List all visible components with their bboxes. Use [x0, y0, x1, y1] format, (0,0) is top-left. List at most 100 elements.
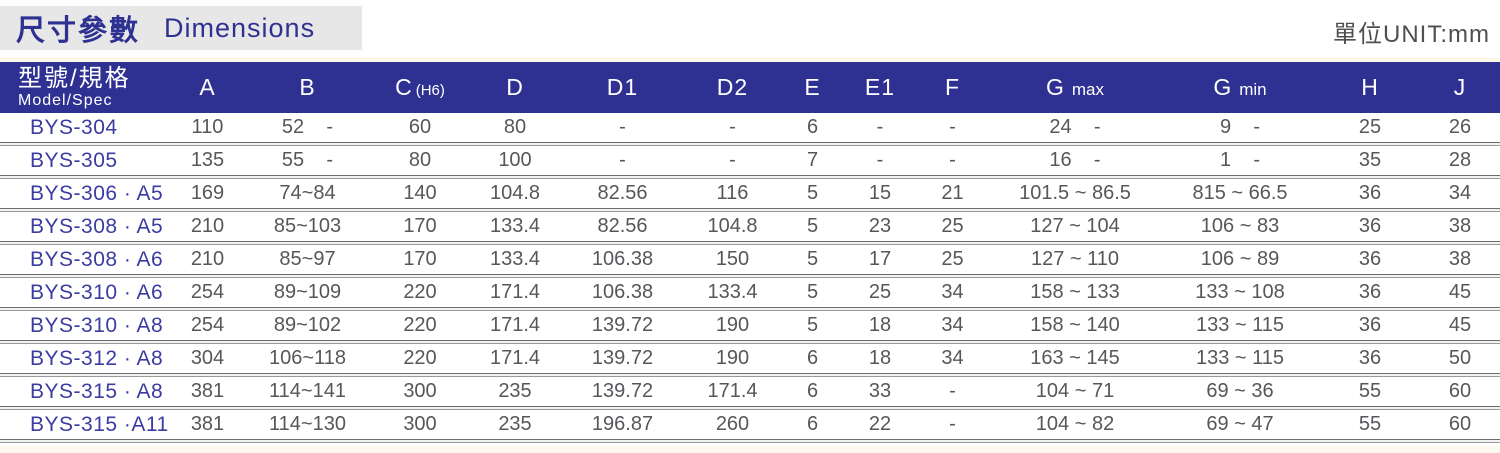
- value-cell: 34: [1448, 182, 1472, 204]
- value-cell: 220: [403, 281, 437, 303]
- row-divider: [0, 241, 1500, 245]
- value-cell: 15: [868, 182, 892, 204]
- value-cell: -: [949, 116, 956, 138]
- table-row: BYS-310 · A8 254 89~102 220 171.4 139.72 190 5 1…: [0, 311, 1500, 340]
- value-cell: 106 ~ 89: [1200, 248, 1280, 270]
- value-cell: 106.38: [591, 248, 654, 270]
- value-cell: 171.4: [489, 347, 541, 369]
- col-header-j: J: [1453, 74, 1467, 100]
- value-cell: 381: [190, 413, 225, 435]
- value-cell: 158 ~ 140: [1030, 314, 1120, 336]
- value-cell: 35: [1358, 149, 1382, 171]
- col-header-model-sub: Model/Spec: [18, 92, 113, 109]
- value-cell: 300: [403, 380, 437, 402]
- table-row: BYS-305 135 55 - 80 100 - - 7 - - 16 - 1 - 35 28: [0, 146, 1500, 175]
- model-cell: BYS-310 · A8: [30, 313, 164, 337]
- value-cell: 815 ~ 66.5: [1192, 182, 1288, 204]
- value-cell: 114~130: [269, 413, 346, 435]
- value-cell: 139.72: [591, 347, 654, 369]
- col-header-h: H: [1361, 74, 1379, 100]
- value-cell: 6: [806, 116, 819, 138]
- value-cell: -: [876, 116, 884, 138]
- value-cell: 171.4: [707, 380, 758, 402]
- value-cell: 6: [806, 380, 819, 402]
- value-cell: -: [876, 149, 884, 171]
- table-header-row: 型號/規格 Model/Spec A B C (H6) D D1 D2 E E1 …: [0, 62, 1500, 113]
- value-cell: 235: [498, 413, 532, 435]
- value-cell: 133 ~ 108: [1195, 281, 1285, 303]
- value-cell: 36: [1358, 347, 1382, 369]
- col-header-e1: E1: [864, 74, 896, 100]
- value-cell: 300: [403, 413, 437, 435]
- value-cell: 28: [1448, 149, 1472, 171]
- col-header-d2: D2: [716, 74, 749, 100]
- value-cell: 55: [1358, 413, 1382, 435]
- row-divider: [0, 439, 1500, 443]
- model-cell: BYS-315 · A8: [30, 379, 164, 403]
- value-cell: 139.72: [591, 314, 654, 336]
- value-cell: 5: [806, 281, 819, 303]
- model-cell: BYS-310 · A6: [30, 280, 164, 304]
- value-cell: 100: [498, 149, 532, 171]
- col-header-d: D: [506, 74, 524, 100]
- row-divider: [0, 373, 1500, 377]
- value-cell: -: [729, 116, 736, 138]
- value-cell: 163 ~ 145: [1030, 347, 1120, 369]
- value-cell: 127 ~ 110: [1030, 248, 1120, 270]
- value-cell: 34: [941, 314, 964, 336]
- value-cell: 23: [868, 215, 892, 237]
- value-cell: 1 -: [1219, 149, 1260, 171]
- row-divider: [0, 340, 1500, 344]
- value-cell: 60: [1448, 413, 1472, 435]
- col-header-model-main: 型號/規格: [18, 65, 131, 92]
- value-cell: 25: [1358, 116, 1382, 138]
- value-cell: 82.56: [597, 215, 648, 237]
- value-cell: 80: [503, 116, 527, 138]
- value-cell: 127 ~ 104: [1030, 215, 1120, 237]
- value-cell: 18: [868, 314, 892, 336]
- value-cell: 80: [408, 149, 432, 171]
- value-cell: 171.4: [489, 314, 541, 336]
- row-divider: [0, 307, 1500, 311]
- value-cell: 89~109: [273, 281, 342, 303]
- table-row: BYS-315 ·A11 381 114~130 300 235 196.87 260 6 22…: [0, 410, 1500, 439]
- value-cell: 210: [190, 215, 225, 237]
- col-header-model: 型號/規格 Model/Spec: [0, 62, 170, 113]
- value-cell: 36: [1358, 215, 1382, 237]
- col-header-a: A: [199, 74, 216, 100]
- row-divider: [0, 406, 1500, 410]
- value-cell: 140: [403, 182, 437, 204]
- value-cell: 7: [806, 149, 819, 171]
- value-cell: 25: [941, 215, 964, 237]
- value-cell: 45: [1448, 281, 1472, 303]
- value-cell: 36: [1358, 281, 1382, 303]
- value-cell: 104 ~ 71: [1035, 380, 1115, 402]
- page-title-zh: 尺寸參數: [16, 15, 141, 47]
- col-header-f: F: [944, 74, 961, 100]
- value-cell: 133 ~ 115: [1195, 314, 1285, 336]
- value-cell: -: [949, 149, 956, 171]
- col-header-c: C (H6): [395, 74, 445, 100]
- value-cell: 5: [806, 182, 819, 204]
- value-cell: 34: [941, 347, 964, 369]
- value-cell: 135: [190, 149, 225, 171]
- value-cell: 82.56: [597, 182, 648, 204]
- value-cell: 171.4: [489, 281, 541, 303]
- value-cell: 6: [806, 413, 819, 435]
- value-cell: 9 -: [1219, 116, 1260, 138]
- value-cell: 114~141: [269, 380, 346, 402]
- dimensions-table: 型號/規格 Model/Spec A B C (H6) D D1 D2 E E1 …: [0, 58, 1500, 443]
- value-cell: 60: [408, 116, 432, 138]
- value-cell: -: [729, 149, 736, 171]
- value-cell: 18: [868, 347, 892, 369]
- table-row: BYS-304 110 52 - 60 80 - - 6 - - 24 - 9 - 25 26: [0, 113, 1500, 142]
- value-cell: 85~97: [279, 248, 336, 270]
- value-cell: 170: [403, 215, 437, 237]
- value-cell: 104.8: [489, 182, 541, 204]
- col-header-e: E: [804, 74, 821, 100]
- table-row: BYS-312 · A8 304 106~118 220 171.4 139.72 190 6…: [0, 344, 1500, 373]
- value-cell: 104.8: [707, 215, 758, 237]
- value-cell: 139.72: [591, 380, 654, 402]
- row-divider: [0, 175, 1500, 179]
- value-cell: 190: [715, 314, 750, 336]
